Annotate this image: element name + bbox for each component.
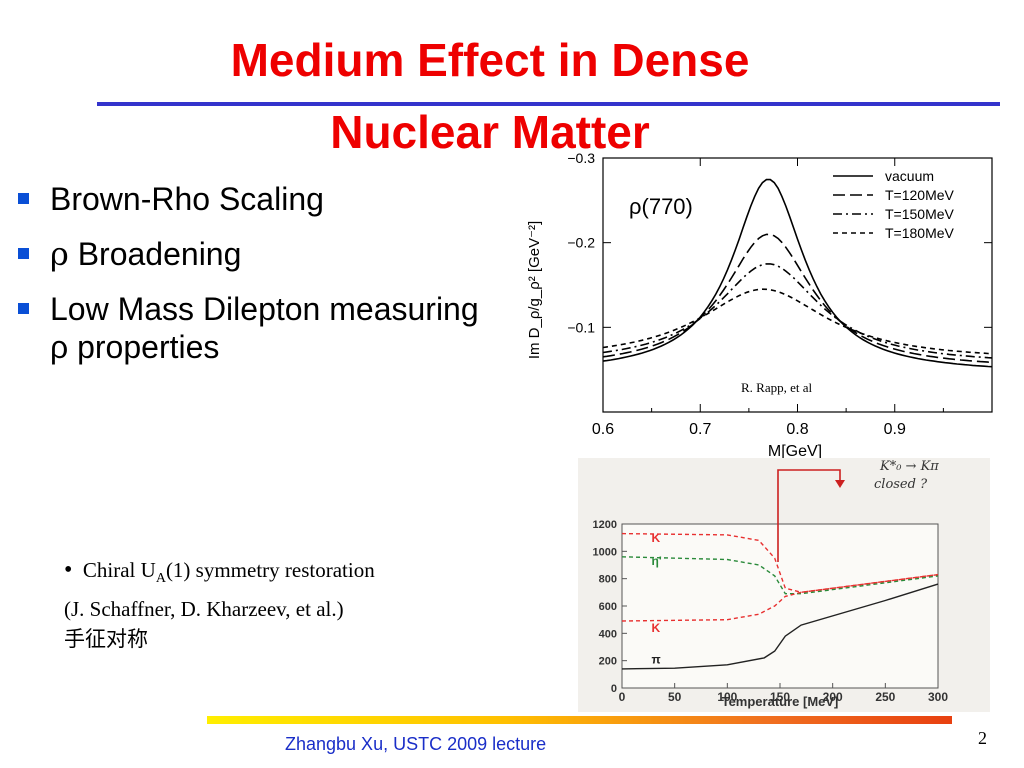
- y-tick-label: −0.3: [567, 150, 595, 166]
- rho-spectral-chart: 0.6 0.7 0.8 0.9 −0.3 −0.2 −0.1 vacuum T=120MeV T…: [526, 150, 993, 460]
- credit-label: R. Rapp, et al: [741, 380, 813, 395]
- series-line-2: [621, 573, 939, 622]
- plot-frame: [621, 523, 939, 689]
- bullet-item: ρ Broadening: [18, 235, 488, 273]
- sub-bullet-line3: 手征对称: [64, 627, 148, 652]
- x-axis-label: M[GeV]: [768, 443, 822, 460]
- x-tick-label: 0.6: [592, 421, 614, 438]
- y-tick-label: 400: [599, 628, 617, 640]
- handwritten-note-line2: closed ?: [874, 477, 928, 492]
- meson-mass-temperature-chart: 0 50 100 150 200 250 300020040060080010001200 …: [593, 459, 949, 709]
- rho-770-label: ρ(770): [629, 194, 693, 219]
- y-tick-label: 800: [599, 574, 617, 586]
- square-bullet-icon: [18, 248, 29, 259]
- sub-bullet-dot-icon: •: [64, 557, 73, 583]
- series-line-3: [602, 288, 993, 355]
- x-tick-label: 0.7: [689, 421, 711, 438]
- sub-bullet-subscript: A: [155, 571, 166, 587]
- sub-bullet-line1: • Chiral UA(1) symmetry restoration: [64, 555, 504, 594]
- y-tick-label: 1200: [593, 519, 617, 531]
- slide-title-line1: Medium Effect in Dense: [230, 34, 750, 86]
- y-tick-label: 0: [611, 683, 617, 695]
- annotation-arrow: [777, 469, 841, 562]
- footer-gradient-bar: [207, 716, 952, 724]
- bullet-text: Broadening: [68, 236, 242, 272]
- series-line-1: [602, 233, 993, 364]
- y-axis-label: Im D_ρ/g_ρ² [GeV⁻²]: [526, 221, 543, 359]
- sub-bullet-line2: (J. Schaffner, D. Kharzeev, et al.): [64, 597, 344, 622]
- y-tick-label: −0.2: [567, 235, 595, 251]
- bullet-list: Brown-Rho Scaling ρ Broadening Low Mass …: [18, 180, 488, 383]
- y-tick-label: 1000: [593, 546, 617, 558]
- series-line-0: [602, 178, 993, 368]
- legend-label: T=180MeV: [885, 225, 955, 241]
- square-bullet-icon: [18, 193, 29, 204]
- series-line-3: [621, 583, 939, 670]
- sub-bullet-prefix: Chiral U: [82, 558, 156, 582]
- series-line-0: [621, 532, 939, 594]
- series-label: π: [651, 652, 660, 666]
- series-label: K: [651, 531, 660, 545]
- legend-label: vacuum: [885, 168, 934, 184]
- bullet-item: Brown-Rho Scaling: [18, 180, 488, 218]
- x-tick-label: 0.9: [884, 421, 906, 438]
- x-tick-label: 250: [875, 690, 895, 704]
- x-tick-label: 200: [823, 690, 843, 704]
- bullet-text: Brown-Rho Scaling: [50, 181, 324, 217]
- series-label: K: [651, 621, 660, 635]
- x-tick-label: 0.8: [786, 421, 808, 438]
- bullet-item: Low Mass Dilepton measuring ρ properties: [18, 290, 488, 366]
- sub-bullet-suffix: (1) symmetry restoration: [165, 558, 375, 582]
- series-label: η': [651, 554, 661, 568]
- y-tick-label: −0.1: [567, 319, 595, 335]
- title-underline: [97, 102, 1000, 106]
- arrow-head-icon: [835, 480, 845, 488]
- page-number: 2: [978, 728, 987, 748]
- handwritten-note-line1: K*₀ → Kπ: [879, 459, 939, 474]
- square-bullet-icon: [18, 303, 29, 314]
- footer-credit: Zhangbu Xu, USTC 2009 lecture: [285, 734, 547, 754]
- legend-label: T=120MeV: [885, 187, 955, 203]
- slide-title-line2: Nuclear Matter: [330, 106, 650, 158]
- x-tick-label: 150: [770, 690, 790, 704]
- x-tick-label: 0: [619, 690, 626, 704]
- plot-frame: [602, 157, 993, 413]
- x-tick-label: 100: [717, 690, 737, 704]
- x-tick-label: 50: [668, 690, 682, 704]
- rho-symbol: ρ: [50, 235, 69, 273]
- y-tick-label: 200: [599, 656, 617, 668]
- y-tick-label: 600: [599, 601, 617, 613]
- bullet-text: Low Mass Dilepton measuring ρ properties: [50, 291, 479, 365]
- legend-label: T=150MeV: [885, 206, 955, 222]
- x-axis-label: Temperature [MeV]: [722, 694, 839, 709]
- x-tick-label: 300: [928, 690, 948, 704]
- sub-bullet-block: • Chiral UA(1) symmetry restoration (J. …: [64, 555, 504, 654]
